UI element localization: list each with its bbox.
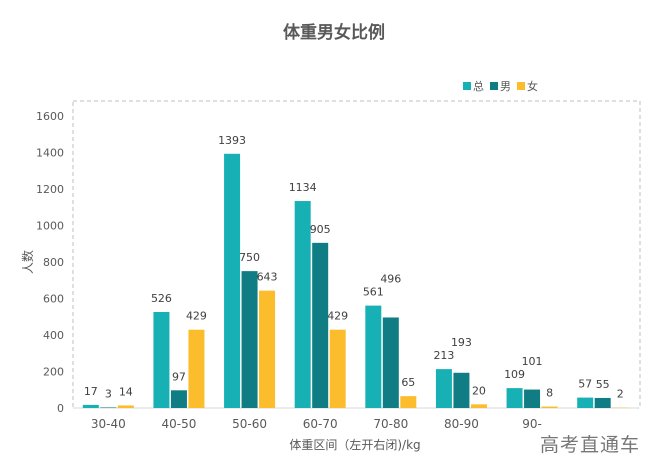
- legend: 总 男 女: [463, 78, 538, 94]
- bar-male: [100, 407, 117, 408]
- data-label: 101: [522, 355, 543, 368]
- data-label: 750: [239, 251, 260, 264]
- y-tick-label: 1600: [36, 110, 64, 123]
- y-tick-label: 0: [57, 402, 64, 415]
- x-tick-label: 40-50: [162, 417, 197, 431]
- bar-male: [170, 390, 187, 408]
- data-label: 8: [546, 387, 553, 400]
- data-label: 14: [119, 385, 133, 398]
- bar-total: [294, 201, 311, 408]
- legend-swatch-total: [463, 82, 471, 90]
- legend-item-male: 男: [490, 78, 511, 94]
- bar-total: [435, 369, 452, 408]
- data-label: 20: [472, 384, 486, 397]
- x-tick-label: 60-70: [303, 417, 338, 431]
- x-tick-label: 80-90: [444, 417, 479, 431]
- bar-female: [259, 290, 276, 408]
- y-tick-label: 200: [43, 366, 64, 379]
- bar-female: [541, 406, 558, 408]
- bar-female: [188, 329, 205, 408]
- bar-female: [400, 396, 417, 408]
- y-tick-label: 1200: [36, 183, 64, 196]
- legend-label-total: 总: [473, 80, 484, 93]
- legend-item-female: 女: [517, 78, 538, 94]
- watermark: 高考直通车: [540, 434, 641, 456]
- bar-total: [82, 404, 99, 408]
- x-tick-label: 70-80: [373, 417, 408, 431]
- x-tick-label: 50-60: [232, 417, 267, 431]
- y-tick-label: 1400: [36, 147, 64, 160]
- data-label: 97: [172, 370, 186, 383]
- legend-swatch-male: [490, 82, 498, 90]
- bar-male: [594, 397, 611, 408]
- data-label: 561: [363, 286, 384, 299]
- data-label: 1134: [289, 181, 317, 194]
- data-label: 905: [310, 223, 331, 236]
- y-tick-label: 1000: [36, 220, 64, 233]
- data-label: 496: [380, 273, 401, 286]
- legend-label-female: 女: [527, 80, 538, 93]
- bar-male: [241, 271, 258, 408]
- bar-total: [224, 153, 241, 408]
- bar-female: [470, 404, 487, 408]
- bar-male: [312, 242, 329, 408]
- bar-male: [524, 389, 541, 408]
- bar-male: [453, 372, 470, 408]
- x-tick-label: 30-40: [91, 417, 126, 431]
- bar-total: [365, 305, 382, 408]
- bar-male: [382, 317, 399, 408]
- data-label: 429: [327, 310, 348, 323]
- data-label: 65: [401, 376, 415, 389]
- y-tick-label: 800: [43, 256, 64, 269]
- legend-label-male: 男: [500, 80, 511, 93]
- data-label: 643: [257, 271, 278, 284]
- data-label: 1393: [218, 134, 246, 147]
- x-tick-label: 90-: [522, 417, 542, 431]
- bar-female: [117, 405, 134, 408]
- chart-title: 体重男女比例: [283, 23, 385, 43]
- bar-total: [577, 397, 594, 408]
- data-label: 55: [596, 378, 610, 391]
- data-label: 2: [617, 388, 624, 401]
- data-label: 17: [84, 385, 98, 398]
- data-label: 213: [433, 349, 454, 362]
- legend-item-total: 总: [463, 78, 484, 94]
- data-label: 193: [451, 336, 472, 349]
- data-label: 429: [186, 310, 207, 323]
- x-axis-title: 体重区间（左开右闭)/kg: [289, 437, 420, 452]
- data-label: 526: [151, 292, 172, 305]
- y-tick-label: 600: [43, 293, 64, 306]
- bar-female: [329, 329, 346, 408]
- bar-total: [506, 388, 523, 408]
- data-label: 57: [578, 378, 592, 391]
- legend-swatch-female: [517, 82, 525, 90]
- data-label: 3: [105, 387, 112, 400]
- y-tick-label: 400: [43, 329, 64, 342]
- data-label: 109: [504, 368, 525, 381]
- y-axis-title: 人数: [20, 250, 35, 274]
- bar-total: [153, 312, 170, 408]
